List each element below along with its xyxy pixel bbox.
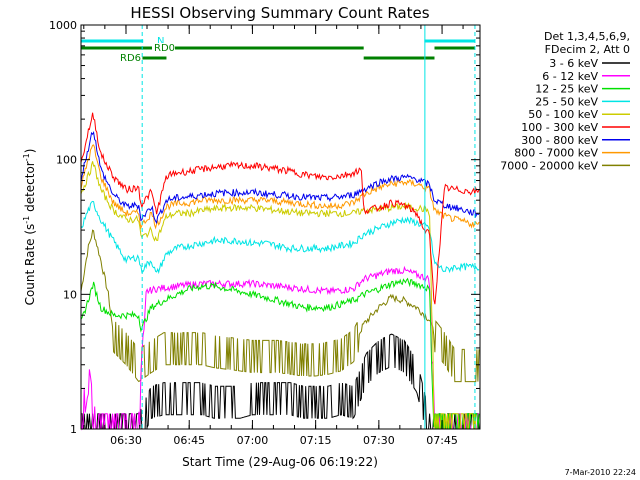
series-line-8 xyxy=(80,229,480,383)
legend-label-7: 800 - 7000 keV xyxy=(514,147,598,160)
x-tick-label-1: 06:45 xyxy=(173,434,205,447)
legend-label-2: 12 - 25 keV xyxy=(535,83,598,96)
y-axis-label: Count Rate (s-1 detector-1) xyxy=(22,149,37,306)
timestamp: 7-Mar-2010 22:24 xyxy=(565,468,636,477)
legend-label-1: 6 - 12 keV xyxy=(542,70,598,83)
y-label-sup1: -1 xyxy=(22,216,31,224)
y-label-sup2: -1 xyxy=(22,153,31,161)
series-line-1 xyxy=(80,265,479,431)
series-line-7 xyxy=(80,144,480,230)
series-line-6 xyxy=(80,131,480,225)
y-tick-label-3: 1000 xyxy=(49,19,77,32)
flag-label-n-bg xyxy=(155,36,164,46)
flag-label-rd6: RD6 xyxy=(120,53,141,64)
legend-label-0: 3 - 6 keV xyxy=(549,57,598,70)
x-tick-label-2: 07:00 xyxy=(237,434,269,447)
x-tick-label-0: 06:30 xyxy=(110,434,142,447)
flag-label-rd0: RD0 xyxy=(154,43,175,54)
series-line-2 xyxy=(80,277,480,430)
x-tick-label-3: 07:15 xyxy=(300,434,332,447)
legend-label-5: 100 - 300 keV xyxy=(521,121,598,134)
flag-label-n: N xyxy=(157,36,164,47)
flag-label-rd6-bg xyxy=(118,53,141,63)
flag-label-rd0-bg xyxy=(152,43,175,53)
chart-title: HESSI Observing Summary Count Rates xyxy=(130,4,429,22)
series-layer xyxy=(80,112,480,431)
axis-ticks: 06:30 06:45 07:00 07:15 07:30 07:45 1 10 100 1000 xyxy=(49,19,480,447)
series-line-5 xyxy=(80,112,480,305)
y-tick-label-1: 10 xyxy=(63,288,77,301)
legend-label-8: 7000 - 20000 keV xyxy=(500,159,598,172)
y-tick-label-2: 100 xyxy=(56,154,77,167)
plot-frame xyxy=(80,24,481,430)
x-tick-label-4: 07:30 xyxy=(363,434,395,447)
legend-header-2: FDecim 2, Att 0 xyxy=(545,43,630,56)
legend-label-3: 25 - 50 keV xyxy=(535,95,598,108)
legend-header-1: Det 1,3,4,5,6,9, xyxy=(544,30,630,43)
y-label-main: Count Rate (s xyxy=(23,224,37,306)
x-tick-label-5: 07:45 xyxy=(426,434,458,447)
y-label-mid: detector xyxy=(23,161,37,216)
legend-label-6: 300 - 800 keV xyxy=(521,134,598,147)
x-axis-label: Start Time (29-Aug-06 06:19:22) xyxy=(182,455,378,469)
series-line-3 xyxy=(80,200,480,275)
y-label-end: ) xyxy=(23,149,37,154)
legend-label-4: 50 - 100 keV xyxy=(528,108,598,121)
y-tick-label-0: 1 xyxy=(70,423,77,436)
